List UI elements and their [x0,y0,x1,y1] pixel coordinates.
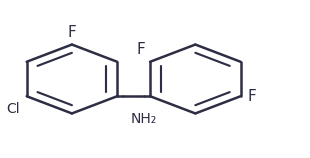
Text: NH₂: NH₂ [131,112,157,126]
Text: Cl: Cl [6,103,20,116]
Text: F: F [248,89,256,104]
Text: F: F [137,42,145,57]
Text: F: F [68,25,76,40]
